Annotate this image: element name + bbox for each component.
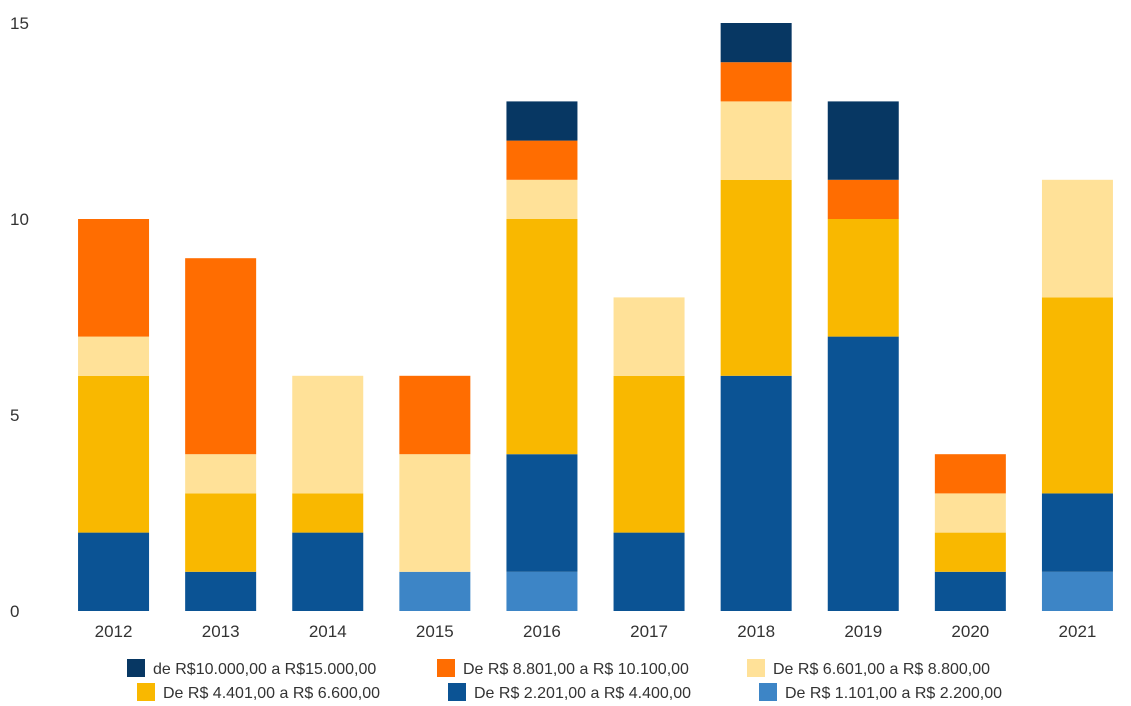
x-tick-label-2019: 2019 xyxy=(844,622,882,641)
x-tick-label-2016: 2016 xyxy=(523,622,561,641)
y-tick-label-15: 15 xyxy=(10,14,29,33)
bar-segment-2012-series-4 xyxy=(78,219,150,337)
x-tick-label-2013: 2013 xyxy=(202,622,240,641)
bar-segment-2021-series-3 xyxy=(1041,179,1113,298)
bar-segment-2019-series-2 xyxy=(827,219,899,337)
bar-segment-2019-series-1 xyxy=(827,336,899,611)
bar-segment-2017-series-2 xyxy=(613,375,685,533)
bar-segment-2017-series-1 xyxy=(613,532,685,611)
bar-segment-2013-series-2 xyxy=(185,493,257,572)
bar-segment-2016-series-1 xyxy=(506,454,578,572)
x-tick-label-2015: 2015 xyxy=(416,622,454,641)
y-axis-tick-labels: 0 5 10 15 xyxy=(10,14,29,621)
bar-segment-2020-series-1 xyxy=(934,571,1006,611)
bar-segment-2018-series-4 xyxy=(720,62,792,102)
bar-segment-2014-series-2 xyxy=(292,493,364,533)
bar-segment-2013-series-3 xyxy=(185,454,257,494)
bar-segment-2018-series-5 xyxy=(720,23,792,63)
bar-segment-2019-series-4 xyxy=(827,179,899,219)
legend-label-de-r-2-201-00-a-r-4-400-00: De R$ 2.201,00 a R$ 4.400,00 xyxy=(474,685,691,702)
x-tick-label-2018: 2018 xyxy=(737,622,775,641)
bar-segment-2016-series-2 xyxy=(506,219,578,455)
bars-layer xyxy=(78,23,1113,611)
bar-segment-2014-series-3 xyxy=(292,375,364,494)
bar-segment-2012-series-2 xyxy=(78,375,150,533)
legend-swatch-de-r-4-401-00-a-r-6-600-00 xyxy=(137,683,155,701)
x-tick-label-2021: 2021 xyxy=(1059,622,1097,641)
x-tick-label-2012: 2012 xyxy=(95,622,133,641)
bar-segment-2017-series-3 xyxy=(613,297,685,376)
x-tick-label-2020: 2020 xyxy=(951,622,989,641)
x-axis-tick-labels: 2012 2013 2014 2015 2016 2017 2018 2019 2020 2021 xyxy=(95,622,1097,641)
legend-swatch-de-r-10-000-00-a-r-15-000-00 xyxy=(127,659,145,677)
bar-segment-2018-series-2 xyxy=(720,179,792,376)
bar-segment-2021-series-1 xyxy=(1041,493,1113,572)
bar-segment-2019-series-5 xyxy=(827,101,899,180)
x-tick-label-2014: 2014 xyxy=(309,622,347,641)
bar-segment-2016-series-3 xyxy=(506,179,578,219)
bar-segment-2015-series-4 xyxy=(399,375,471,455)
legend-label-de-r-6-601-00-a-r-8-800-00: De R$ 6.601,00 a R$ 8.800,00 xyxy=(773,661,990,678)
bar-segment-2013-series-4 xyxy=(185,258,257,455)
bar-segment-2016-series-5 xyxy=(506,101,578,141)
y-tick-label-5: 5 xyxy=(10,406,19,425)
legend-swatch-de-r-1-101-00-a-r-2-200-00 xyxy=(759,683,777,701)
bar-segment-2012-series-3 xyxy=(78,336,150,376)
legend: de R$10.000,00 a R$15.000,00 De R$ 8.801,… xyxy=(127,659,1002,702)
legend-swatch-de-r-8-801-00-a-r-10-100-00 xyxy=(437,659,455,677)
bar-segment-2014-series-1 xyxy=(292,532,364,611)
legend-label-de-r-1-101-00-a-r-2-200-00: De R$ 1.101,00 a R$ 2.200,00 xyxy=(785,685,1002,702)
legend-label-de-r-10-000-00-a-r-15-000-00: de R$10.000,00 a R$15.000,00 xyxy=(153,661,376,678)
bar-segment-2013-series-1 xyxy=(185,571,257,611)
bar-segment-2020-series-4 xyxy=(934,454,1006,494)
legend-label-de-r-4-401-00-a-r-6-600-00: De R$ 4.401,00 a R$ 6.600,00 xyxy=(163,685,380,702)
bar-segment-2012-series-1 xyxy=(78,532,150,611)
x-tick-label-2017: 2017 xyxy=(630,622,668,641)
bar-segment-2018-series-3 xyxy=(720,101,792,180)
bar-segment-2021-series-2 xyxy=(1041,297,1113,494)
y-tick-label-10: 10 xyxy=(10,210,29,229)
legend-label-de-r-8-801-00-a-r-10-100-00: De R$ 8.801,00 a R$ 10.100,00 xyxy=(463,661,689,678)
bar-segment-2021-series-0 xyxy=(1041,571,1113,611)
bar-segment-2020-series-2 xyxy=(934,532,1006,572)
bar-segment-2016-series-0 xyxy=(506,571,578,611)
bar-segment-2020-series-3 xyxy=(934,493,1006,533)
bar-segment-2015-series-3 xyxy=(399,454,471,572)
legend-swatch-de-r-2-201-00-a-r-4-400-00 xyxy=(448,683,466,701)
bar-segment-2018-series-1 xyxy=(720,375,792,611)
y-tick-label-0: 0 xyxy=(10,602,19,621)
bar-segment-2016-series-4 xyxy=(506,140,578,180)
bar-segment-2015-series-0 xyxy=(399,571,471,611)
legend-swatch-de-r-6-601-00-a-r-8-800-00 xyxy=(747,659,765,677)
